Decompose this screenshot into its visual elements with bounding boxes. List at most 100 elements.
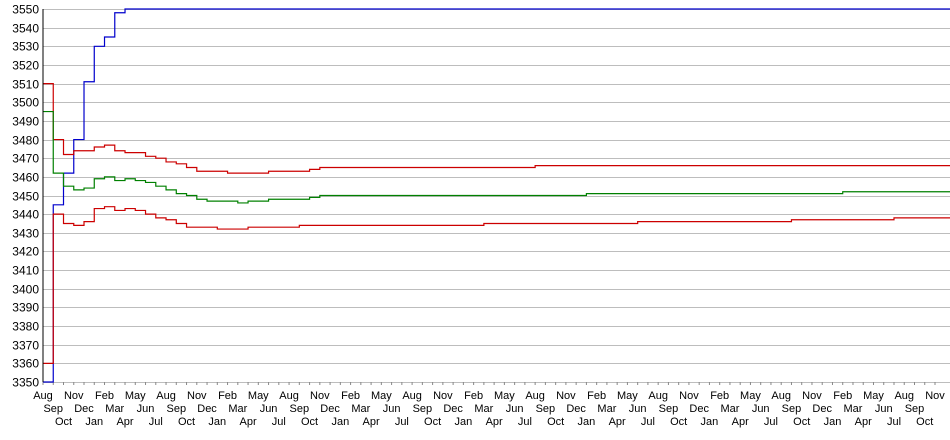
x-tick-label: Mar xyxy=(720,403,739,415)
x-tick-label: Apr xyxy=(116,416,133,428)
x-tick-label: Feb xyxy=(218,390,237,402)
x-tick-label: Mar xyxy=(597,403,616,415)
x-tick-label: Nov xyxy=(925,390,945,402)
y-tick-label: 3450 xyxy=(12,190,39,204)
y-tick-label: 3430 xyxy=(12,227,39,241)
x-tick-label: Aug xyxy=(894,390,914,402)
y-tick-label: 3490 xyxy=(12,115,39,129)
x-tick-label: Dec xyxy=(197,403,217,415)
x-tick-label: Sep xyxy=(290,403,310,415)
x-tick-label: Jan xyxy=(578,416,596,428)
y-tick-label: 3410 xyxy=(12,264,39,278)
x-tick-label: Dec xyxy=(443,403,463,415)
x-tick-label: Apr xyxy=(363,416,380,428)
x-tick-label: Sep xyxy=(413,403,433,415)
x-tick-label: Dec xyxy=(74,403,94,415)
x-tick-label: Feb xyxy=(464,390,483,402)
x-tick-label: May xyxy=(371,390,392,402)
x-tick-label: Jul xyxy=(641,416,655,428)
x-tick-label: Feb xyxy=(833,390,852,402)
y-tick-label: 3520 xyxy=(12,59,39,73)
x-tick-label: Oct xyxy=(424,416,441,428)
x-tick-label: Apr xyxy=(732,416,749,428)
x-tick-label: Aug xyxy=(525,390,545,402)
x-tick-label: Jan xyxy=(824,416,842,428)
x-tick-label: Jul xyxy=(887,416,901,428)
x-tick-label: Aug xyxy=(648,390,668,402)
y-tick-label: 3400 xyxy=(12,283,39,297)
x-tick-label: Nov xyxy=(556,390,576,402)
x-tick-label: May xyxy=(617,390,638,402)
x-tick-label: Jan xyxy=(331,416,349,428)
x-tick-label: Jun xyxy=(875,403,893,415)
x-tick-label: Nov xyxy=(64,390,84,402)
x-tick-label: Jan xyxy=(208,416,226,428)
x-tick-label: Oct xyxy=(547,416,564,428)
x-tick-label: Jun xyxy=(629,403,647,415)
series-line-0 xyxy=(43,8,950,383)
x-tick-label: Nov xyxy=(433,390,453,402)
x-tick-label: Apr xyxy=(855,416,872,428)
x-tick-label: Sep xyxy=(536,403,556,415)
x-tick-label: Jun xyxy=(260,403,278,415)
x-tick-label: Jul xyxy=(518,416,532,428)
x-tick-label: Sep xyxy=(166,403,186,415)
x-tick-label: May xyxy=(740,390,761,402)
y-tick-label: 3470 xyxy=(12,152,39,166)
y-tick-label: 3390 xyxy=(12,301,39,315)
x-tick-label: Sep xyxy=(43,403,63,415)
x-tick-label: Oct xyxy=(793,416,810,428)
x-tick-label: Dec xyxy=(566,403,586,415)
y-tick-label: 3510 xyxy=(12,78,39,92)
x-tick-label: Jan xyxy=(85,416,103,428)
x-tick-label: Jul xyxy=(149,416,163,428)
x-tick-label: Oct xyxy=(670,416,687,428)
x-tick-label: Dec xyxy=(812,403,832,415)
y-tick-label: 3350 xyxy=(12,376,39,390)
x-tick-label: Oct xyxy=(178,416,195,428)
x-tick-label: Apr xyxy=(239,416,256,428)
x-tick-label: Nov xyxy=(187,390,207,402)
series-lines xyxy=(43,8,950,383)
x-tick-label: Mar xyxy=(351,403,370,415)
x-tick-label: Nov xyxy=(310,390,330,402)
y-tick-label: 3360 xyxy=(12,357,39,371)
x-tick-label: Dec xyxy=(320,403,340,415)
y-tick-label: 3370 xyxy=(12,339,39,353)
x-tick-label: May xyxy=(863,390,884,402)
y-tick-label: 3460 xyxy=(12,171,39,185)
x-tick-label: Mar xyxy=(228,403,247,415)
y-tick-label: 3420 xyxy=(12,245,39,259)
x-tick-label: May xyxy=(494,390,515,402)
x-tick-label: Aug xyxy=(771,390,791,402)
series-line-2 xyxy=(43,110,950,204)
x-tick-label: Mar xyxy=(844,403,863,415)
y-axis: 3350 3360 3370 3380 3390 3400 3410 3420 3430 3440… xyxy=(12,3,39,390)
series-line-3 xyxy=(43,206,950,364)
x-tick-label: Jun xyxy=(752,403,770,415)
x-tick-label: Mar xyxy=(474,403,493,415)
y-tick-label: 3440 xyxy=(12,208,39,222)
x-tick-label: Aug xyxy=(156,390,176,402)
x-tick-label: Feb xyxy=(341,390,360,402)
x-tick-label: Feb xyxy=(587,390,606,402)
x-tick-label: Oct xyxy=(301,416,318,428)
y-tick-label: 3550 xyxy=(12,3,39,17)
y-tick-label: 3480 xyxy=(12,134,39,148)
x-tick-label: Jul xyxy=(272,416,286,428)
y-tick-label: 3540 xyxy=(12,22,39,36)
x-tick-label: Sep xyxy=(782,403,802,415)
y-tick-label: 3380 xyxy=(12,320,39,334)
x-tick-label: Sep xyxy=(905,403,925,415)
grid-lines xyxy=(43,9,950,383)
x-tick-label: Jan xyxy=(454,416,472,428)
x-tick-label: Dec xyxy=(689,403,709,415)
x-tick-label: Jun xyxy=(506,403,524,415)
x-tick-label: Jan xyxy=(701,416,719,428)
x-tick-label: Aug xyxy=(402,390,422,402)
x-tick-label: Aug xyxy=(279,390,299,402)
x-tick-label: Jul xyxy=(395,416,409,428)
series-line-1 xyxy=(43,83,950,174)
x-tick-label: Mar xyxy=(105,403,124,415)
x-tick-label: Feb xyxy=(710,390,729,402)
